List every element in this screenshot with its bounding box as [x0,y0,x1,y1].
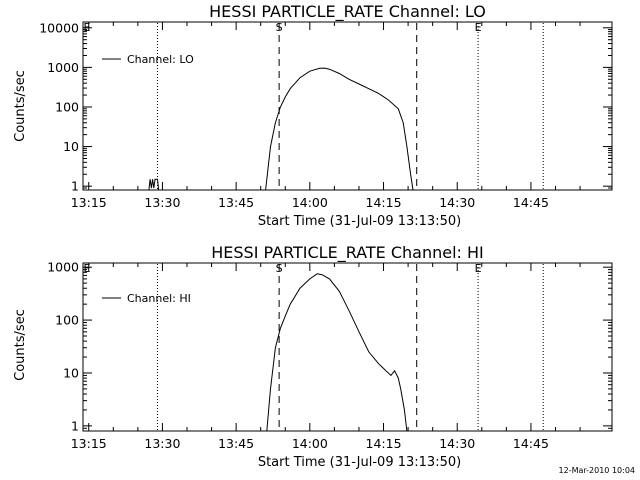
series-line [266,273,408,432]
y-tick-label: 1 [71,179,79,194]
y-tick-label: 1000 [47,260,79,275]
x-tick-label: 13:45 [218,195,254,210]
corner-marker-label: E [84,262,91,275]
x-tick-label: 13:45 [218,436,254,451]
legend-entry: Channel: HI [127,292,191,305]
plot-frame [82,262,613,432]
series-line [265,67,414,191]
corner-marker-label: E [84,21,91,34]
marker-label: E [475,262,482,275]
chart-panel-hi: HESSI PARTICLE_RATE Channel: HI 13:15 13:3… [13,243,613,470]
x-tick-label: 14:30 [439,195,475,210]
chart-title: HESSI PARTICLE_RATE Channel: HI [211,243,484,263]
x-tick-label: 14:00 [292,436,328,451]
x-tick-label: 13:30 [144,436,180,451]
legend-entry: Channel: LO [127,53,194,66]
y-axis-label: Counts/sec [13,70,28,142]
chart-title: HESSI PARTICLE_RATE Channel: LO [209,2,486,22]
y-tick-label: 1000 [47,60,79,75]
x-tick-label: 13:15 [71,195,107,210]
marker-label: S [276,21,283,34]
x-tick-label: 14:45 [513,195,549,210]
x-tick-label: 13:15 [71,436,107,451]
y-tick-label: 10 [63,365,79,380]
x-tick-label: 14:30 [439,436,475,451]
marker-label: E [475,21,482,34]
marker-label: S [276,262,283,275]
chart-panel-lo: HESSI PARTICLE_RATE Channel: LO 13:15 13:3… [13,2,613,229]
y-axis-label: Counts/sec [13,309,28,381]
plot-frame [82,21,613,191]
y-tick-label: 10 [63,139,79,154]
y-tick-label: 1 [71,418,79,433]
x-tick-label: 14:45 [513,436,549,451]
x-tick-label: 13:30 [144,195,180,210]
footer-timestamp: 12-Mar-2010 10:04 [559,466,636,475]
y-tick-label: 10000 [39,20,79,35]
x-tick-label: 14:15 [366,436,402,451]
y-tick-label: 100 [55,313,79,328]
x-tick-label: 14:00 [292,195,328,210]
y-tick-label: 100 [55,99,79,114]
x-tick-label: 14:15 [366,195,402,210]
x-axis-label: Start Time (31-Jul-09 13:13:50) [258,455,461,470]
series-line [148,178,160,191]
x-axis-label: Start Time (31-Jul-09 13:13:50) [258,214,461,229]
